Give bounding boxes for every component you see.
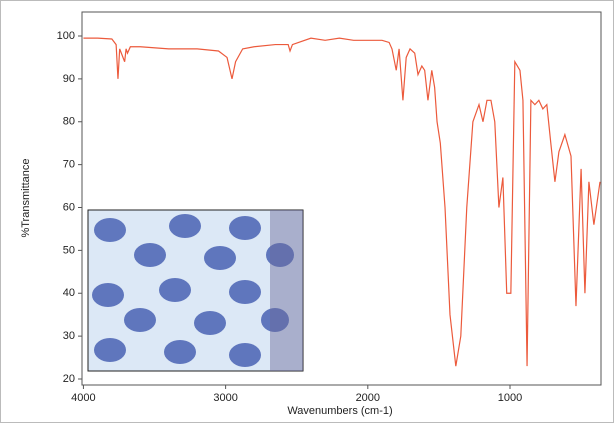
- x-tick-label: 3000: [213, 392, 237, 404]
- x-tick-label: 2000: [356, 392, 380, 404]
- inset-photo: [87, 209, 304, 372]
- x-tick-label: 1000: [498, 392, 522, 404]
- y-tick-label: 60: [63, 201, 75, 213]
- y-tick-label: 80: [63, 116, 75, 128]
- y-tick-label: 20: [63, 373, 75, 385]
- x-axis-label: Wavenumbers (cm-1): [287, 405, 392, 417]
- y-tick-label: 40: [63, 287, 75, 299]
- y-tick-label: 90: [63, 73, 75, 85]
- y-tick-label: 70: [63, 159, 75, 171]
- y-tick-label: 50: [63, 244, 75, 256]
- x-tick-label: 4000: [71, 392, 95, 404]
- y-tick-label: 30: [63, 330, 75, 342]
- y-tick-label: 100: [57, 30, 75, 42]
- y-axis-label: %Transmittance: [20, 158, 32, 237]
- spectrum-line: [83, 37, 601, 367]
